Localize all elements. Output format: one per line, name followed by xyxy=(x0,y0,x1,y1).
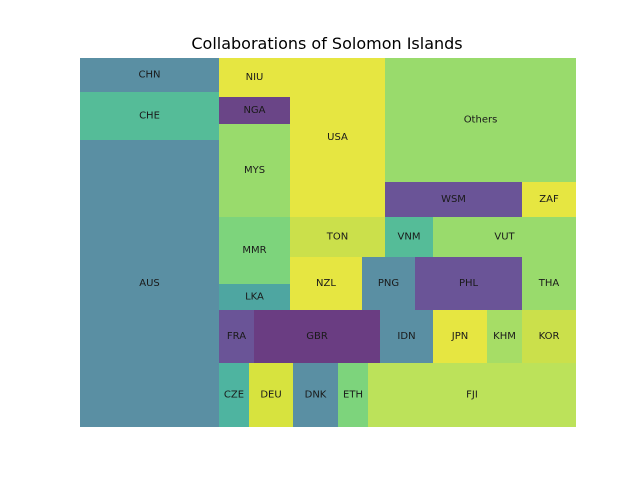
chart-title: Collaborations of Solomon Islands xyxy=(191,34,462,53)
tile-phl xyxy=(415,257,522,310)
tile-label-niu: NIU xyxy=(246,72,264,83)
tile-label-eth: ETH xyxy=(343,390,363,401)
tile-khm xyxy=(487,310,522,363)
tile-label-cze: CZE xyxy=(224,390,244,401)
tile-label-fji: FJI xyxy=(466,390,478,401)
tile-chn xyxy=(80,58,219,92)
tile-fra xyxy=(219,310,254,363)
tile-label-dnk: DNK xyxy=(305,390,327,401)
tile-vnm xyxy=(385,217,433,257)
tile-mmr xyxy=(219,217,290,284)
tile-label-vut: VUT xyxy=(494,232,515,243)
tile-label-png: PNG xyxy=(378,278,399,289)
tile-label-che: CHE xyxy=(139,111,160,122)
tile-ton xyxy=(290,217,385,257)
tile-mys xyxy=(219,124,290,217)
tile-che xyxy=(80,92,219,140)
tile-zaf xyxy=(522,182,576,217)
tile-fji xyxy=(368,363,576,427)
tile-label-kor: KOR xyxy=(539,331,560,342)
tile-wsm xyxy=(385,182,522,217)
tile-label-mmr: MMR xyxy=(242,245,266,256)
tile-nzl xyxy=(290,257,362,310)
tile-label-nzl: NZL xyxy=(316,278,336,289)
tile-jpn xyxy=(433,310,487,363)
tile-niu xyxy=(219,58,290,97)
tile-label-nga: NGA xyxy=(243,105,265,116)
tile-label-khm: KHM xyxy=(493,331,516,342)
tile-deu xyxy=(249,363,293,427)
tile-label-ton: TON xyxy=(326,232,348,243)
tile-vut xyxy=(433,217,576,257)
tile-png xyxy=(362,257,415,310)
tile-aus xyxy=(80,140,219,427)
tile-tha xyxy=(522,257,576,310)
tile-label-others: Others xyxy=(464,115,498,126)
tile-label-gbr: GBR xyxy=(306,331,328,342)
tile-label-tha: THA xyxy=(538,278,560,289)
tile-label-fra: FRA xyxy=(227,331,246,342)
tile-eth xyxy=(338,363,368,427)
tile-nga xyxy=(219,97,290,124)
tile-label-wsm: WSM xyxy=(441,194,466,205)
tile-label-mys: MYS xyxy=(244,165,265,176)
tile-label-deu: DEU xyxy=(260,390,281,401)
tile-label-usa: USA xyxy=(327,132,348,143)
tile-kor xyxy=(522,310,576,363)
tile-gbr xyxy=(254,310,380,363)
tile-others xyxy=(385,58,576,182)
tile-label-vnm: VNM xyxy=(398,232,421,243)
tile-label-chn: CHN xyxy=(139,70,161,81)
tile-lka xyxy=(219,284,290,310)
treemap-tiles: CHN CHE AUS NIU NGA MYS MMR LKA USA Others WSM ZAF T… xyxy=(80,58,576,427)
tile-label-phl: PHL xyxy=(459,278,479,289)
tile-label-zaf: ZAF xyxy=(539,194,559,205)
tile-label-lka: LKA xyxy=(245,292,264,303)
tile-idn xyxy=(380,310,433,363)
tile-label-idn: IDN xyxy=(397,331,415,342)
tile-label-aus: AUS xyxy=(139,278,160,289)
tile-dnk xyxy=(293,363,338,427)
tile-label-jpn: JPN xyxy=(451,331,468,342)
tile-cze xyxy=(219,363,249,427)
tile-usa xyxy=(290,58,385,217)
